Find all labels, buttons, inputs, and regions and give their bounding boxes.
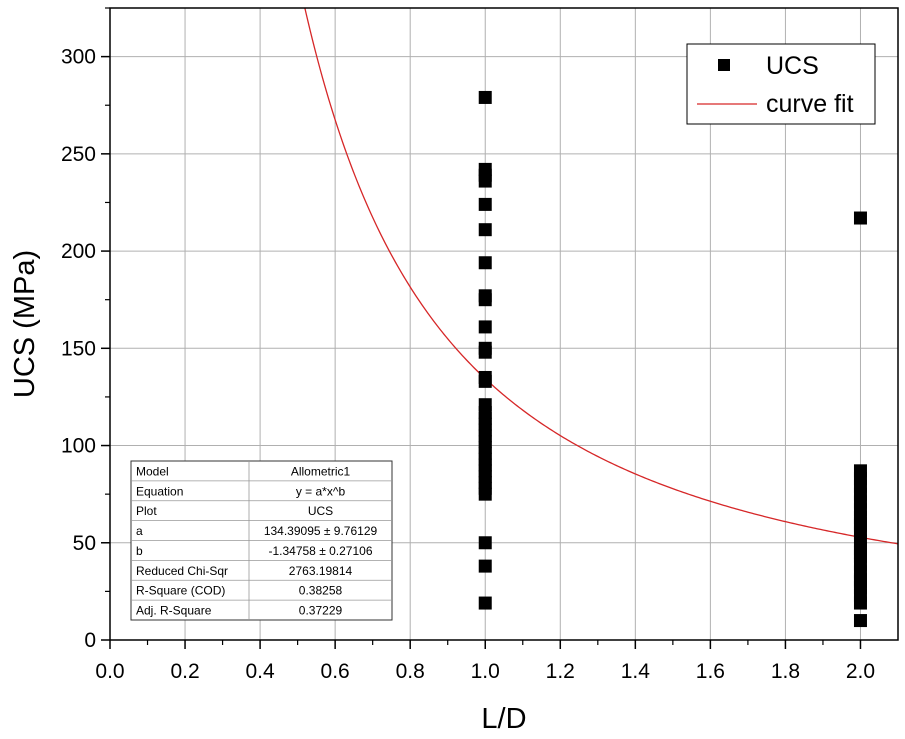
fit-table-label: R-Square (COD) [136, 584, 225, 598]
data-point [478, 293, 492, 307]
legend-label-curve-fit: curve fit [766, 90, 854, 118]
x-tick-label: 2.0 [846, 660, 875, 683]
data-point [853, 211, 867, 225]
y-axis-title: UCS (MPa) [9, 250, 41, 398]
x-axis: 0.0 0.2 0.4 0.6 0.8 1.0 1.2 1.4 1.6 1.8 2.0 [95, 640, 875, 683]
data-point [478, 596, 492, 610]
x-tick-label: 0.4 [245, 660, 275, 683]
points-layer [478, 90, 867, 628]
fit-table-value: Allometric1 [291, 464, 351, 478]
fit-table-label: b [136, 544, 143, 558]
fit-results-table: Model Allometric1 Equation y = a*x^b Plot UCS… [130, 460, 393, 621]
fit-table-value: 0.38258 [299, 584, 343, 598]
data-point [853, 596, 867, 610]
fit-table-value: -1.34758 ± 0.27106 [268, 544, 372, 558]
plot-frame [109, 7, 899, 641]
y-tick-label: 100 [61, 435, 96, 458]
x-tick-label: 0.6 [321, 660, 350, 683]
x-tick-label: 1.8 [771, 660, 800, 683]
data-point [853, 614, 867, 628]
fit-table-label: Equation [136, 484, 183, 498]
data-point [478, 223, 492, 237]
x-tick-label: 1.0 [471, 660, 500, 683]
y-tick-label: 0 [84, 629, 96, 652]
fit-table-value: 2763.19814 [289, 564, 353, 578]
data-point [478, 256, 492, 270]
y-axis: 0 50 100 150 200 250 300 [61, 7, 110, 652]
y-tick-label: 50 [73, 532, 96, 555]
x-tick-label: 0.0 [95, 660, 124, 683]
x-tick-label: 0.2 [170, 660, 199, 683]
y-tick-label: 300 [61, 46, 96, 69]
legend-label-ucs: UCS [766, 52, 819, 80]
y-tick-label: 250 [61, 143, 96, 166]
fit-table-label: a [136, 524, 143, 538]
data-point [478, 487, 492, 501]
fit-table-label: Adj. R-Square [136, 604, 212, 618]
curve-fit-line [304, 8, 898, 545]
x-tick-label: 1.2 [546, 660, 575, 683]
x-tick-label: 1.6 [696, 660, 725, 683]
fit-layer [304, 8, 898, 545]
data-point [478, 374, 492, 388]
fit-table-value: 0.37229 [299, 604, 343, 618]
y-tick-label: 150 [61, 337, 96, 360]
fit-table-label: Plot [136, 504, 157, 518]
fit-table-label: Model [136, 464, 169, 478]
data-point [478, 174, 492, 188]
data-point [478, 197, 492, 211]
x-tick-label: 0.8 [396, 660, 425, 683]
data-point [478, 559, 492, 573]
legend-swatch-ucs [718, 59, 730, 71]
data-point [853, 516, 867, 530]
x-tick-label: 1.4 [621, 660, 651, 683]
fit-table-value: UCS [308, 504, 333, 518]
fit-table-label: Reduced Chi-Sqr [136, 564, 228, 578]
data-point [853, 575, 867, 589]
legend-box [686, 43, 876, 125]
y-tick-label: 200 [61, 240, 96, 263]
data-point [478, 90, 492, 104]
fit-table-value: y = a*x^b [296, 484, 346, 498]
data-point [478, 536, 492, 550]
data-point [478, 345, 492, 359]
data-point [478, 320, 492, 334]
x-axis-title: L/D [481, 703, 526, 735]
fit-table-value: 134.39095 ± 9.76129 [264, 524, 378, 538]
data-point [853, 545, 867, 559]
legend: UCS curve fit [686, 43, 876, 125]
